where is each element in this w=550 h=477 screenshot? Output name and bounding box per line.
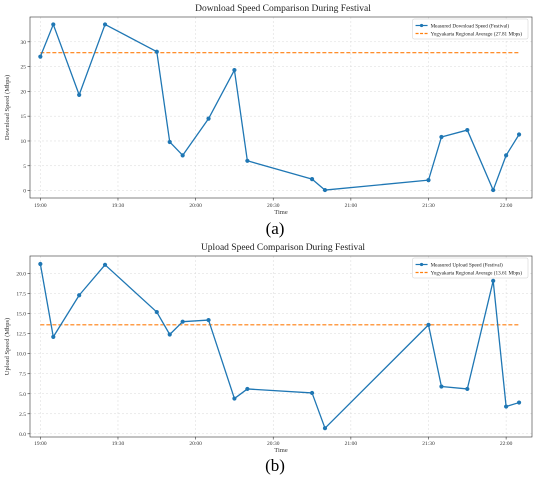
data-point <box>180 319 185 324</box>
data-point <box>491 278 496 283</box>
x-tick-label: 21:30 <box>422 203 435 209</box>
data-point <box>516 132 522 137</box>
measured-line <box>39 23 520 191</box>
y-tick-label: 25 <box>21 65 27 71</box>
x-tick-label: 20:30 <box>267 203 280 209</box>
data-point <box>77 92 82 97</box>
data-point <box>491 187 496 193</box>
x-tick-label: 21:30 <box>422 441 435 447</box>
legend: Measured Upload Speed (Festival) Yogyaka… <box>412 257 529 279</box>
data-point <box>232 396 237 401</box>
legend-label-measured: Measured Upload Speed (Festival) <box>431 261 503 268</box>
legend-marker-measured <box>419 23 424 28</box>
x-tick-label: 20:00 <box>189 441 202 447</box>
data-point <box>245 158 250 163</box>
series-layer <box>38 22 522 193</box>
data-point <box>504 404 509 409</box>
legend-label-average: Yogyakarta Regional Average (27.81 Mbps) <box>431 30 523 37</box>
data-point <box>439 134 444 140</box>
y-axis-label: Download Speed (Mbps) <box>4 75 11 140</box>
chart-title: Upload Speed Comparison During Festival <box>201 243 365 253</box>
y-tick-label: 12.5 <box>16 332 26 338</box>
legend-label-average: Yogyakarta Regional Average (13.61 Mbps) <box>431 269 523 276</box>
x-tick-label: 20:00 <box>189 203 202 209</box>
legend-box <box>412 257 529 279</box>
data-point <box>38 261 43 267</box>
data-point <box>245 386 250 392</box>
y-tick-label: 7.5 <box>19 372 26 378</box>
y-tick-label: 0 <box>23 189 26 195</box>
data-point <box>322 187 328 193</box>
x-tick-label: 19:30 <box>112 203 125 209</box>
x-tick-label: 20:30 <box>267 441 280 447</box>
y-tick-label: 15 <box>21 114 27 120</box>
data-point <box>439 384 444 389</box>
y-tick-label: 10.0 <box>16 352 26 358</box>
x-axis-label: Time <box>274 447 288 454</box>
x-tick-label: 22:00 <box>500 441 513 447</box>
y-tick-label: 20.0 <box>16 272 26 278</box>
y-tick-label: 15.0 <box>16 312 26 318</box>
x-tick-label: 22:00 <box>500 203 513 209</box>
data-point <box>309 177 315 182</box>
data-point <box>465 386 470 392</box>
data-point <box>154 49 159 54</box>
data-point <box>180 153 185 158</box>
data-point <box>102 22 108 27</box>
y-axis: 0.0 2.5 5.0 7.5 10.0 12.5 15.0 17.5 20.0 <box>16 272 30 438</box>
y-tick-label: 5 <box>23 164 26 170</box>
grid-lines <box>30 256 532 437</box>
x-axis: 19:00 19:30 20:00 20:30 21:00 21:30 22:00 <box>34 437 513 447</box>
data-point <box>154 309 159 315</box>
data-point <box>51 334 56 339</box>
chart-title: Download Speed Comparison During Festiva… <box>195 4 371 14</box>
y-tick-label: 5.0 <box>19 392 26 398</box>
data-point <box>516 400 522 405</box>
data-point <box>51 22 56 27</box>
y-tick-label: 17.5 <box>16 292 26 298</box>
x-tick-label: 19:00 <box>34 203 47 209</box>
y-tick-label: 0.0 <box>19 432 26 438</box>
x-tick-label: 21:00 <box>345 441 358 447</box>
x-axis: 19:00 19:30 20:00 20:30 21:00 21:30 22:00 <box>34 198 513 209</box>
legend-box <box>412 18 529 40</box>
y-tick-label: 2.5 <box>19 412 26 418</box>
y-tick-label: 30 <box>21 40 27 46</box>
data-point <box>206 116 211 121</box>
download-speed-chart: Download Speed Comparison During Festiva… <box>4 4 533 238</box>
data-point <box>206 317 211 323</box>
series-layer <box>38 261 522 431</box>
data-point <box>426 322 431 327</box>
y-axis: 0 5 10 15 20 25 30 <box>21 40 30 195</box>
plot-frame <box>29 16 533 199</box>
panel-label: (a) <box>266 219 285 238</box>
y-tick-label: 20 <box>21 89 27 95</box>
data-point <box>322 426 328 431</box>
measured-line <box>39 263 520 429</box>
data-point <box>167 139 172 145</box>
data-point <box>38 54 43 59</box>
data-point <box>504 153 509 158</box>
legend-label-measured: Measured Download Speed (Festival) <box>431 22 510 29</box>
upload-speed-chart: Upload Speed Comparison During Festival … <box>4 243 533 475</box>
x-tick-label: 21:00 <box>345 203 358 209</box>
legend-marker-measured <box>419 262 424 267</box>
data-point <box>465 127 470 133</box>
data-point <box>77 293 82 298</box>
data-point <box>167 332 172 337</box>
data-point <box>309 390 315 396</box>
x-tick-label: 19:30 <box>112 441 125 447</box>
legend: Measured Download Speed (Festival) Yogya… <box>412 18 529 40</box>
x-tick-label: 19:00 <box>34 441 47 447</box>
data-point <box>102 262 108 267</box>
panel-label: (b) <box>265 456 285 475</box>
data-point <box>426 178 431 183</box>
y-tick-label: 10 <box>21 139 27 145</box>
x-axis-label: Time <box>274 209 288 216</box>
data-point <box>232 67 237 73</box>
y-axis-label: Upload Speed (Mbps) <box>4 318 11 375</box>
plot-frame <box>29 255 533 438</box>
